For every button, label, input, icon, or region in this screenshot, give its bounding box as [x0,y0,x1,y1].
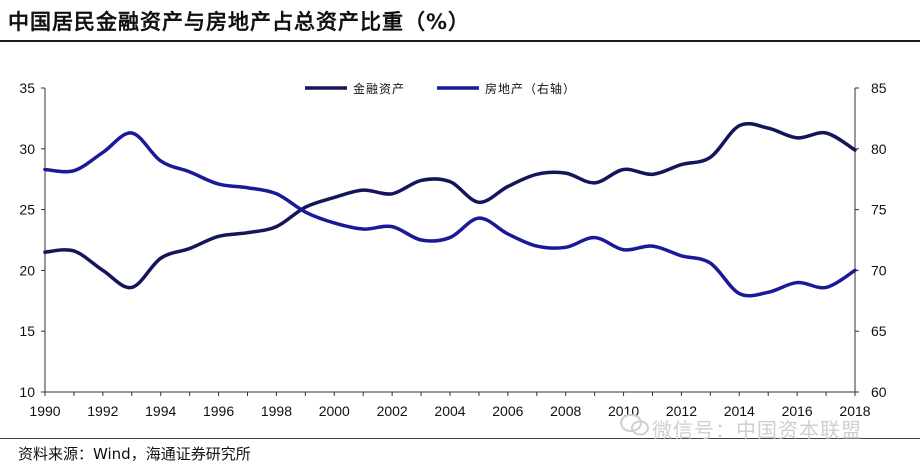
x-tick-label: 1992 [87,403,118,419]
right-tick-label: 65 [871,323,887,339]
x-tick-label: 1996 [203,403,234,419]
x-tick-label: 2002 [377,403,408,419]
title-divider [0,40,920,42]
x-tick-label: 2006 [492,403,523,419]
x-tick-label: 2018 [839,403,870,419]
x-tick-label: 1994 [145,403,176,419]
x-tick-label: 2012 [666,403,697,419]
right-tick-label: 70 [871,262,887,278]
chart-series [43,121,857,298]
right-tick-label: 60 [871,384,887,400]
x-tick-label: 2004 [434,403,465,419]
chart-title: 中国居民金融资产与房地产占总资产比重（%） [8,10,471,34]
x-tick-label: 2016 [782,403,813,419]
left-tick-label: 35 [19,80,35,96]
legend-label: 房地产（右轴） [485,81,576,96]
left-tick-label: 30 [19,141,35,157]
left-tick-label: 10 [19,384,35,400]
left-tick-label: 15 [19,323,35,339]
line-chart: 10 15 20 25 30 35 60 65 70 75 80 85 1990 1992 1994 1996… [19,80,886,419]
source-note: 资料来源：Wind，海通证券研究所 [18,445,251,463]
x-tick-label: 1998 [261,403,292,419]
x-tick-label: 2008 [550,403,581,419]
chart-axes: 10 15 20 25 30 35 60 65 70 75 80 85 1990 1992 1994 1996… [19,80,886,419]
x-tick-label: 2000 [319,403,350,419]
x-tick-label: 1990 [29,403,60,419]
watermark: 微信号：中国资本联盟 [652,418,862,442]
x-tick-label: 2014 [724,403,755,419]
right-tick-label: 85 [871,80,887,96]
left-tick-label: 20 [19,262,35,278]
right-tick-label: 75 [871,202,887,218]
left-tick-label: 25 [19,202,35,218]
right-tick-label: 80 [871,141,887,157]
chart-legend: 金融资产 房地产（右轴） [305,81,576,96]
series-line-real-estate [43,131,857,298]
source-divider [0,438,920,439]
legend-label: 金融资产 [353,81,405,96]
series-line-financial-assets [43,121,857,290]
wechat-icon [620,414,649,436]
